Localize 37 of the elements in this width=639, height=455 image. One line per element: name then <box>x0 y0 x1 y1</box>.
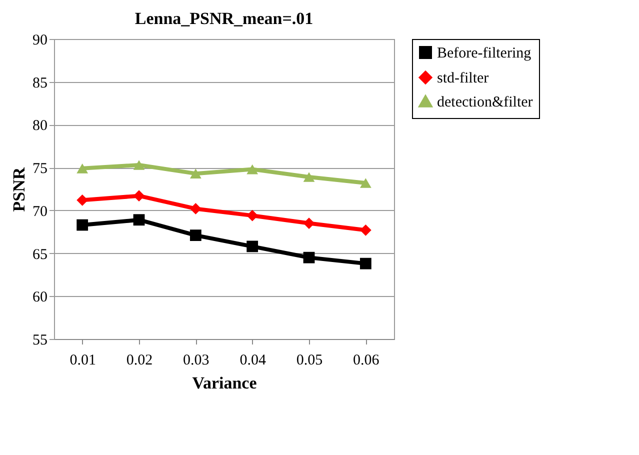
point <box>246 164 258 174</box>
y-tick-label: 65 <box>32 246 48 263</box>
point <box>190 230 202 241</box>
point <box>360 178 372 188</box>
y-tick-label: 70 <box>32 204 48 220</box>
x-tick-label: 0.05 <box>296 352 323 368</box>
y-tick-label: 90 <box>32 32 48 48</box>
x-tick-label: 0.04 <box>240 352 266 368</box>
x-tick-label: 0.02 <box>126 352 153 368</box>
legend-label: std-filter <box>437 70 489 86</box>
point <box>360 224 372 236</box>
x-axis-title: Variance <box>192 374 258 392</box>
x-tick-label: 0.06 <box>353 352 380 368</box>
y-tick-label: 80 <box>32 118 48 134</box>
point <box>76 163 88 174</box>
point <box>133 160 145 170</box>
point <box>190 168 202 179</box>
y-tick-label: 55 <box>32 332 48 348</box>
point <box>133 214 145 226</box>
x-tick-label: 0.03 <box>183 352 210 368</box>
point <box>303 252 315 264</box>
chart-title: Lenna_PSNR_mean=.01 <box>134 9 314 28</box>
point <box>133 190 145 202</box>
y-tick-label: 85 <box>32 75 48 92</box>
x-tick-label: 0.01 <box>70 352 96 368</box>
point <box>303 218 315 229</box>
y-tick-label: 60 <box>32 290 48 306</box>
point <box>360 258 372 270</box>
point <box>246 210 258 222</box>
point <box>303 172 315 182</box>
point <box>190 203 202 214</box>
y-axis-title: PSNR <box>10 166 28 212</box>
point <box>246 240 258 252</box>
legend-label: Before-filtering <box>437 46 532 62</box>
point <box>76 219 88 231</box>
y-tick-label: 75 <box>32 161 48 178</box>
legend-label: detection&filter <box>437 94 533 110</box>
